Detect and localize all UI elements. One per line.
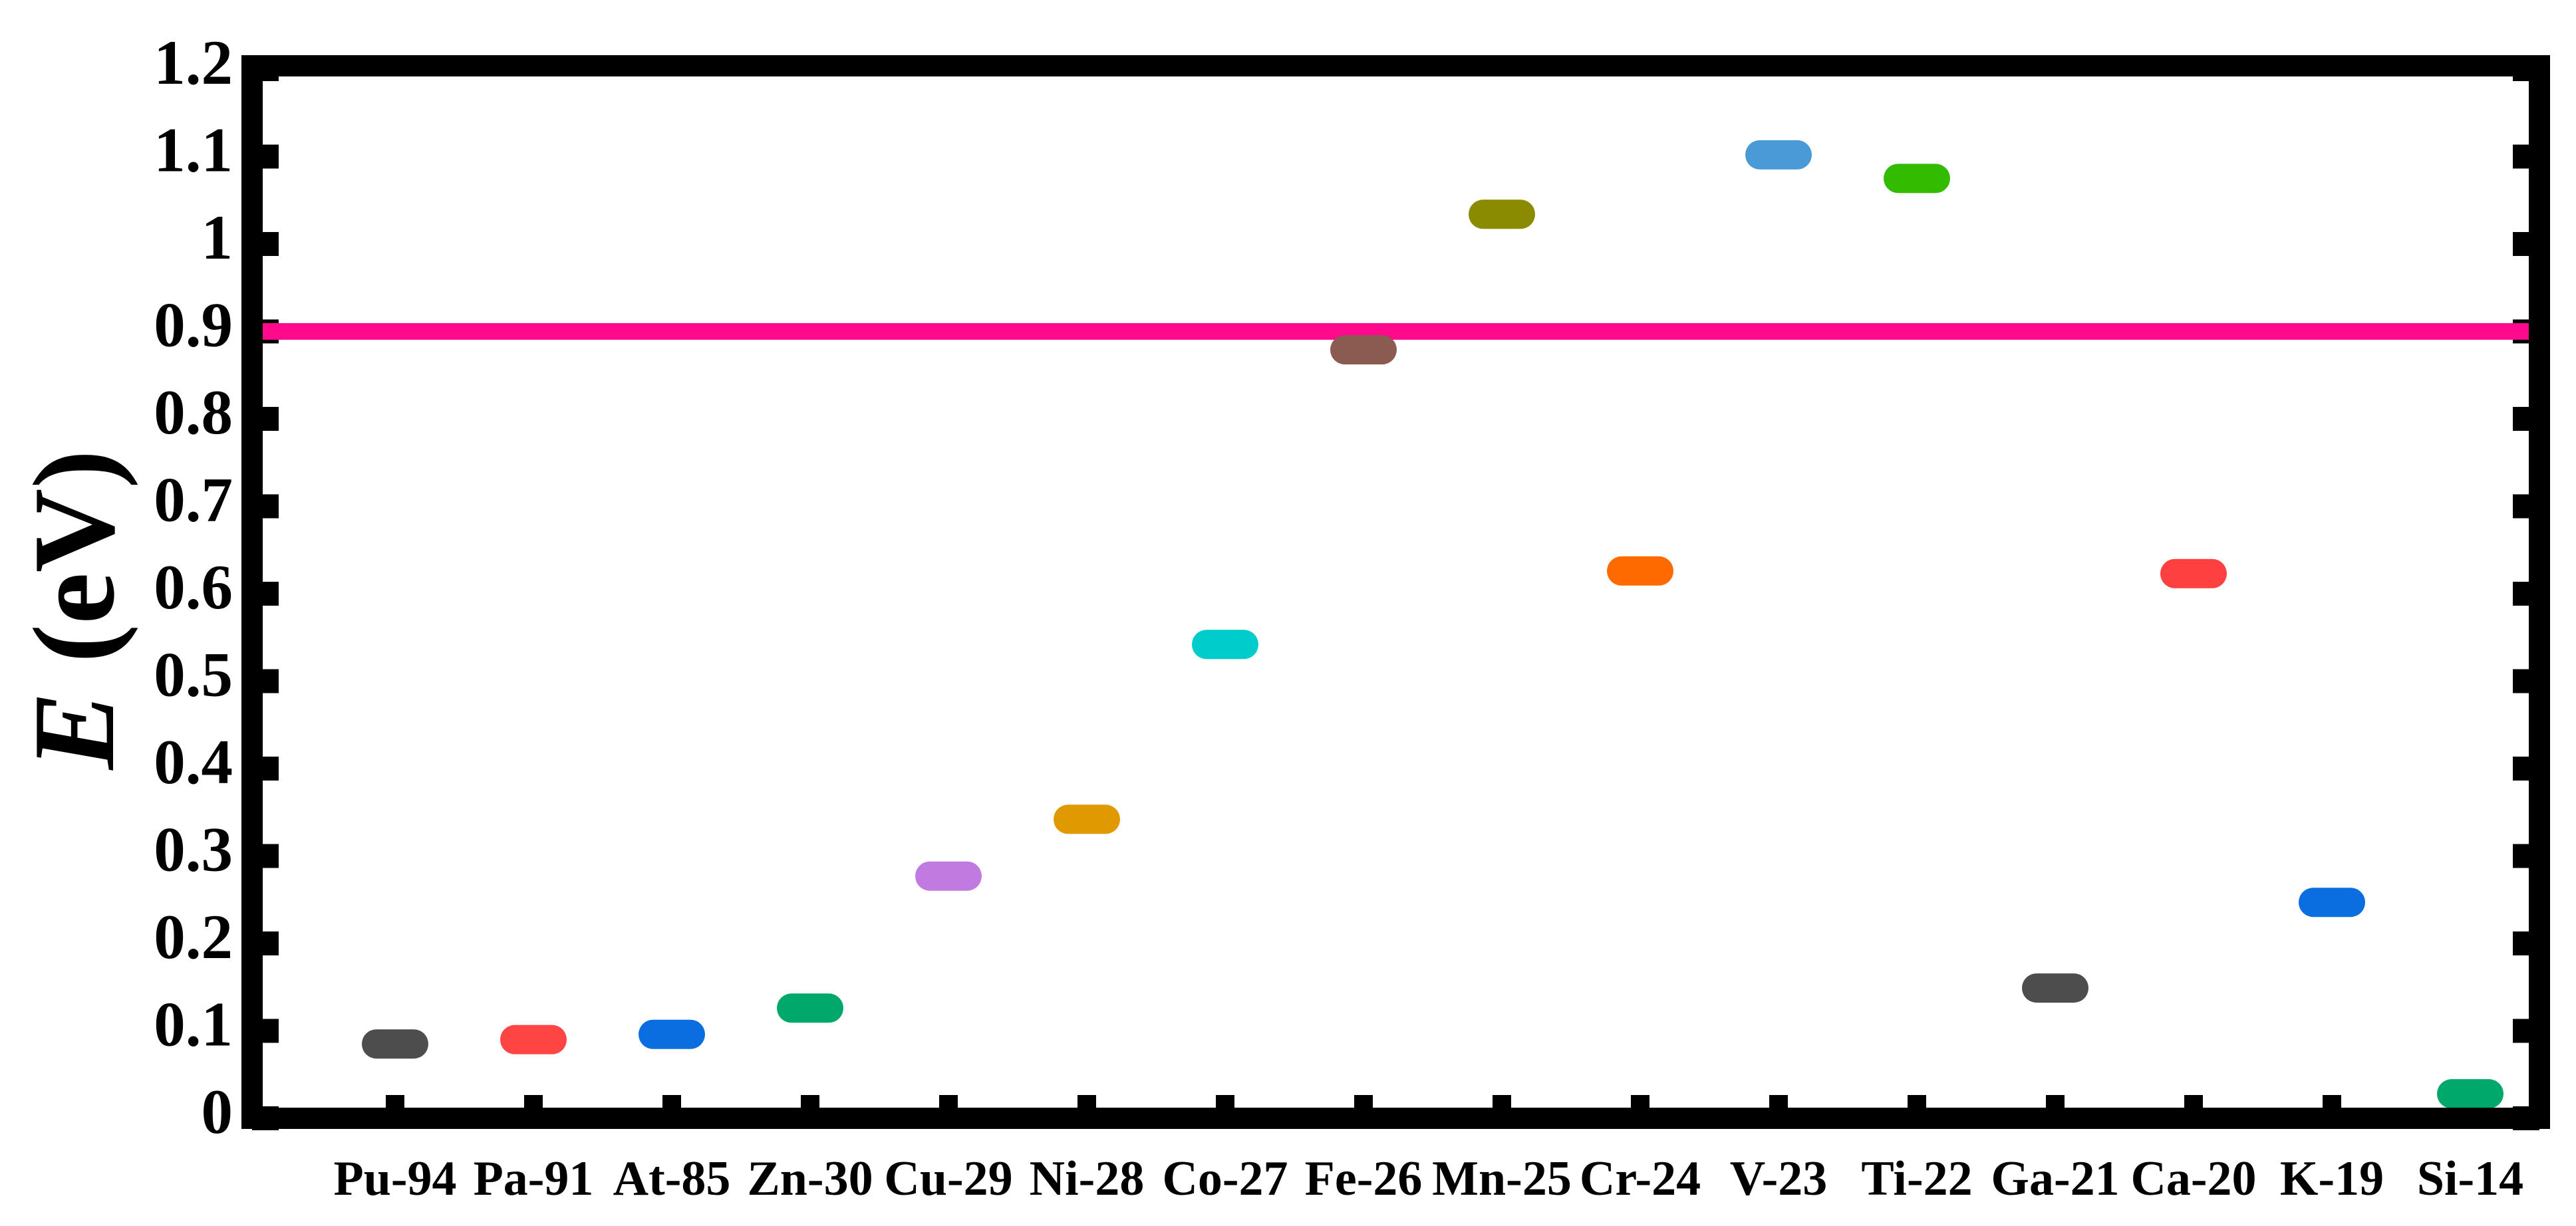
level-marker: [2022, 973, 2088, 1003]
level-marker: [1330, 335, 1397, 365]
y-tick-label: 1.1: [154, 114, 233, 185]
x-tick-label: Ga-21: [1991, 1152, 2119, 1206]
x-tick-label: Ti-22: [1861, 1152, 1972, 1206]
x-tick-label: Ni-28: [1030, 1152, 1145, 1206]
y-tick-label: 0.6: [154, 552, 233, 622]
x-tick-label: Pa-91: [474, 1152, 594, 1206]
y-tick-label: 0.3: [154, 814, 233, 884]
x-tick-label: K-19: [2280, 1152, 2384, 1206]
y-label-symbol: E: [9, 692, 138, 771]
level-marker: [1469, 199, 1535, 229]
level-marker: [639, 1019, 705, 1049]
level-marker: [2299, 888, 2365, 918]
x-tick-label: Cr-24: [1580, 1152, 1701, 1206]
x-tick-label: At-85: [613, 1152, 731, 1206]
x-tick-label: Si-14: [2417, 1152, 2523, 1206]
level-marker: [500, 1025, 567, 1054]
x-tick-label: Pu-94: [334, 1152, 457, 1206]
level-marker: [362, 1029, 428, 1059]
x-tick-label: V-23: [1730, 1152, 1828, 1206]
y-tick-label: 0.4: [154, 727, 233, 797]
y-tick-label: 0.5: [154, 639, 233, 709]
level-marker: [915, 861, 982, 891]
x-tick-label: Fe-26: [1305, 1152, 1423, 1206]
y-tick-label: 0.9: [154, 289, 233, 360]
y-tick-label: 0: [202, 1076, 233, 1147]
y-tick-label: 1.2: [154, 27, 233, 98]
plot-frame: [241, 55, 2550, 1129]
x-tick-label: Mn-25: [1432, 1152, 1572, 1206]
level-marker: [1054, 804, 1120, 834]
level-marker: [2437, 1079, 2504, 1109]
y-tick-label: 0.2: [154, 902, 233, 972]
x-tick-label: Cu-29: [884, 1152, 1012, 1206]
x-tick-label: Zn-30: [747, 1152, 873, 1206]
level-marker: [1884, 164, 1950, 193]
y-label-unit: (eV): [9, 449, 138, 663]
y-tick-label: 0.7: [154, 464, 233, 535]
level-marker: [1192, 630, 1258, 660]
y-tick-label: 0.8: [154, 377, 233, 447]
y-tick-label: 0.1: [154, 989, 233, 1059]
level-marker: [1745, 140, 1812, 170]
y-tick-label: 1: [202, 202, 233, 273]
y-axis-label: E (eV): [9, 449, 138, 771]
level-marker: [777, 993, 843, 1023]
level-marker: [1607, 556, 1673, 586]
level-marker: [2160, 558, 2227, 588]
x-tick-label: Ca-20: [2130, 1152, 2256, 1206]
x-tick-label: Co-27: [1162, 1152, 1288, 1206]
